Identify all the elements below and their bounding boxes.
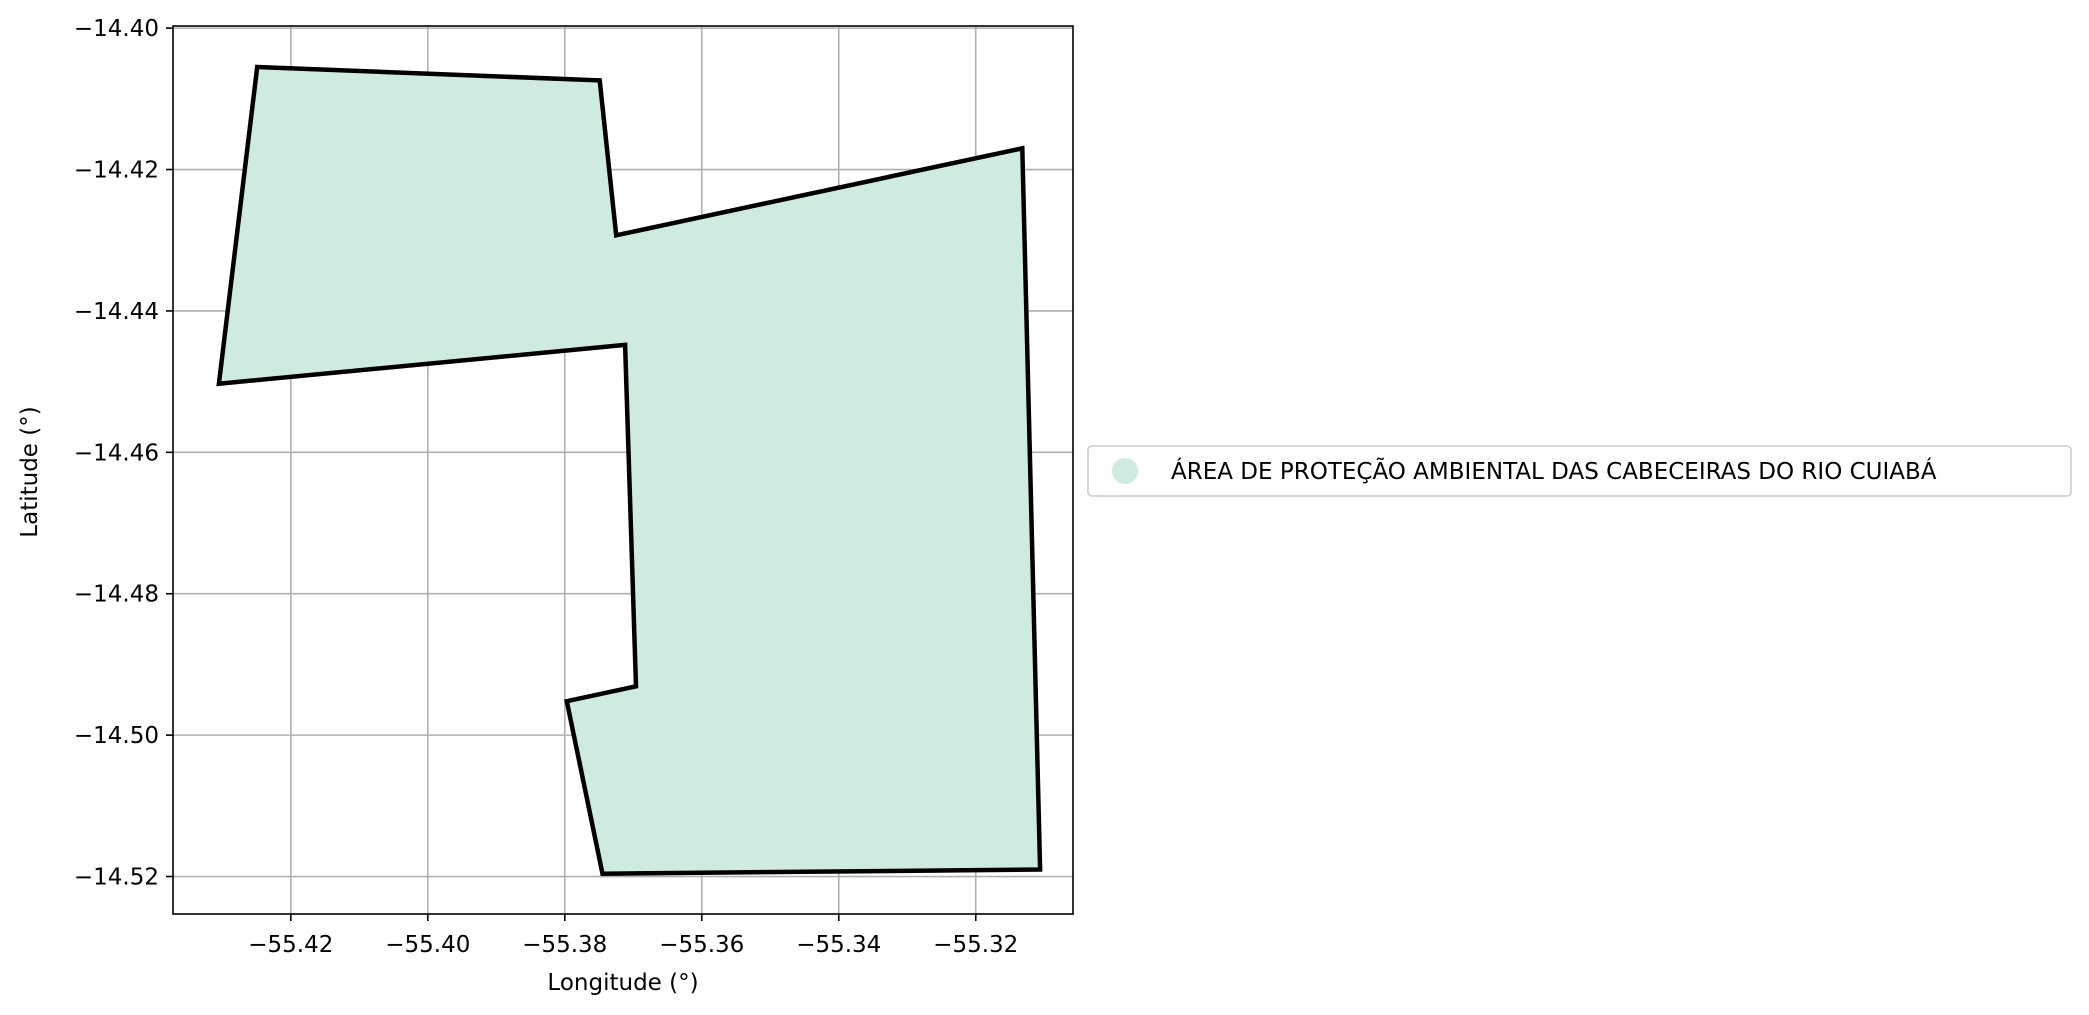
- legend-marker: [1112, 458, 1138, 484]
- axes-frame: [172, 25, 1074, 915]
- x-tick-label: −55.34: [796, 932, 881, 958]
- x-axis-ticks: −55.42 −55.40 −55.38 −55.36 −55.34 −55.32: [248, 914, 1018, 958]
- y-axis-label: Latitude (°): [17, 406, 43, 537]
- protected-area-polygon: [216, 64, 1043, 876]
- y-tick-label: −14.44: [74, 299, 159, 325]
- legend: ÁREA DE PROTEÇÃO AMBIENTAL DAS CABECEIRA…: [1087, 445, 2072, 497]
- x-axis-label: Longitude (°): [547, 970, 698, 996]
- y-axis-ticks: −14.40 −14.42 −14.44 −14.46 −14.48 −14.50 −14.…: [74, 16, 173, 891]
- x-tick-label: −55.40: [385, 932, 470, 958]
- y-tick-label: −14.40: [74, 16, 159, 42]
- y-tick-label: −14.42: [74, 158, 159, 184]
- y-tick-label: −14.52: [74, 865, 159, 891]
- y-tick-label: −14.50: [74, 723, 159, 749]
- x-tick-label: −55.32: [933, 932, 1018, 958]
- polygon-layer: [216, 64, 1043, 876]
- x-tick-label: −55.36: [659, 932, 744, 958]
- x-tick-label: −55.42: [248, 932, 333, 958]
- legend-box: [1087, 445, 2072, 497]
- x-tick-label: −55.38: [522, 932, 607, 958]
- y-tick-label: −14.48: [74, 582, 159, 608]
- legend-label: ÁREA DE PROTEÇÃO AMBIENTAL DAS CABECEIRA…: [1171, 457, 1937, 485]
- y-tick-label: −14.46: [74, 440, 159, 466]
